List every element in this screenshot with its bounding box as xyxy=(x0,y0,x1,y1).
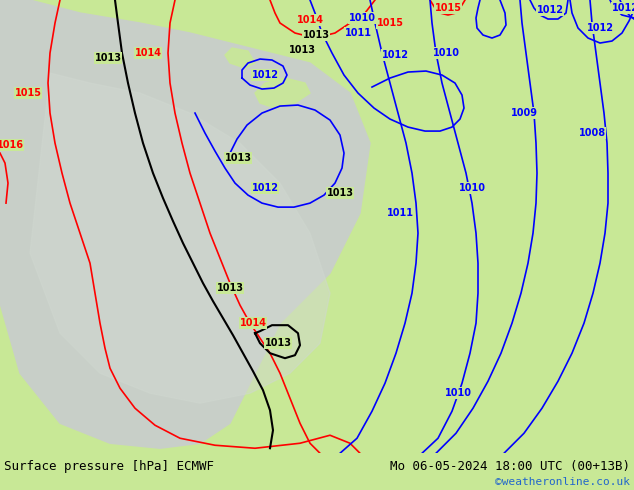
Polygon shape xyxy=(225,48,255,68)
Text: 1011: 1011 xyxy=(387,208,413,218)
Text: 1010: 1010 xyxy=(432,48,460,58)
Text: 1012: 1012 xyxy=(586,23,614,33)
Text: 1012: 1012 xyxy=(252,70,278,80)
Text: 1016: 1016 xyxy=(0,140,23,150)
Text: 1013: 1013 xyxy=(302,30,330,40)
Text: 1013: 1013 xyxy=(216,283,243,293)
Text: 1012: 1012 xyxy=(382,50,408,60)
Text: 1014: 1014 xyxy=(134,48,162,58)
Text: 1013: 1013 xyxy=(224,153,252,163)
Text: 1014: 1014 xyxy=(240,318,266,328)
Text: 1012: 1012 xyxy=(536,5,564,15)
Polygon shape xyxy=(0,0,370,448)
Polygon shape xyxy=(30,73,330,403)
Text: 1012: 1012 xyxy=(252,183,278,193)
Text: 1010: 1010 xyxy=(349,13,375,23)
Text: 1015: 1015 xyxy=(15,88,41,98)
Text: 1015: 1015 xyxy=(434,3,462,13)
Text: Mo 06-05-2024 18:00 UTC (00+13B): Mo 06-05-2024 18:00 UTC (00+13B) xyxy=(390,460,630,473)
Text: 1013: 1013 xyxy=(327,188,354,198)
Text: 1010: 1010 xyxy=(444,388,472,398)
Text: 1011: 1011 xyxy=(344,28,372,38)
Text: Surface pressure [hPa] ECMWF: Surface pressure [hPa] ECMWF xyxy=(4,460,214,473)
Text: 1010: 1010 xyxy=(458,183,486,193)
Text: 1013: 1013 xyxy=(94,53,122,63)
Text: 1013: 1013 xyxy=(288,45,316,55)
Text: 1008: 1008 xyxy=(578,128,605,138)
Text: 1014: 1014 xyxy=(297,15,323,25)
Text: ©weatheronline.co.uk: ©weatheronline.co.uk xyxy=(495,477,630,487)
Text: 1015: 1015 xyxy=(377,18,403,28)
Text: 1012: 1012 xyxy=(612,3,634,13)
Text: 1013: 1013 xyxy=(264,338,292,348)
Polygon shape xyxy=(255,78,310,108)
Text: 1009: 1009 xyxy=(510,108,538,118)
